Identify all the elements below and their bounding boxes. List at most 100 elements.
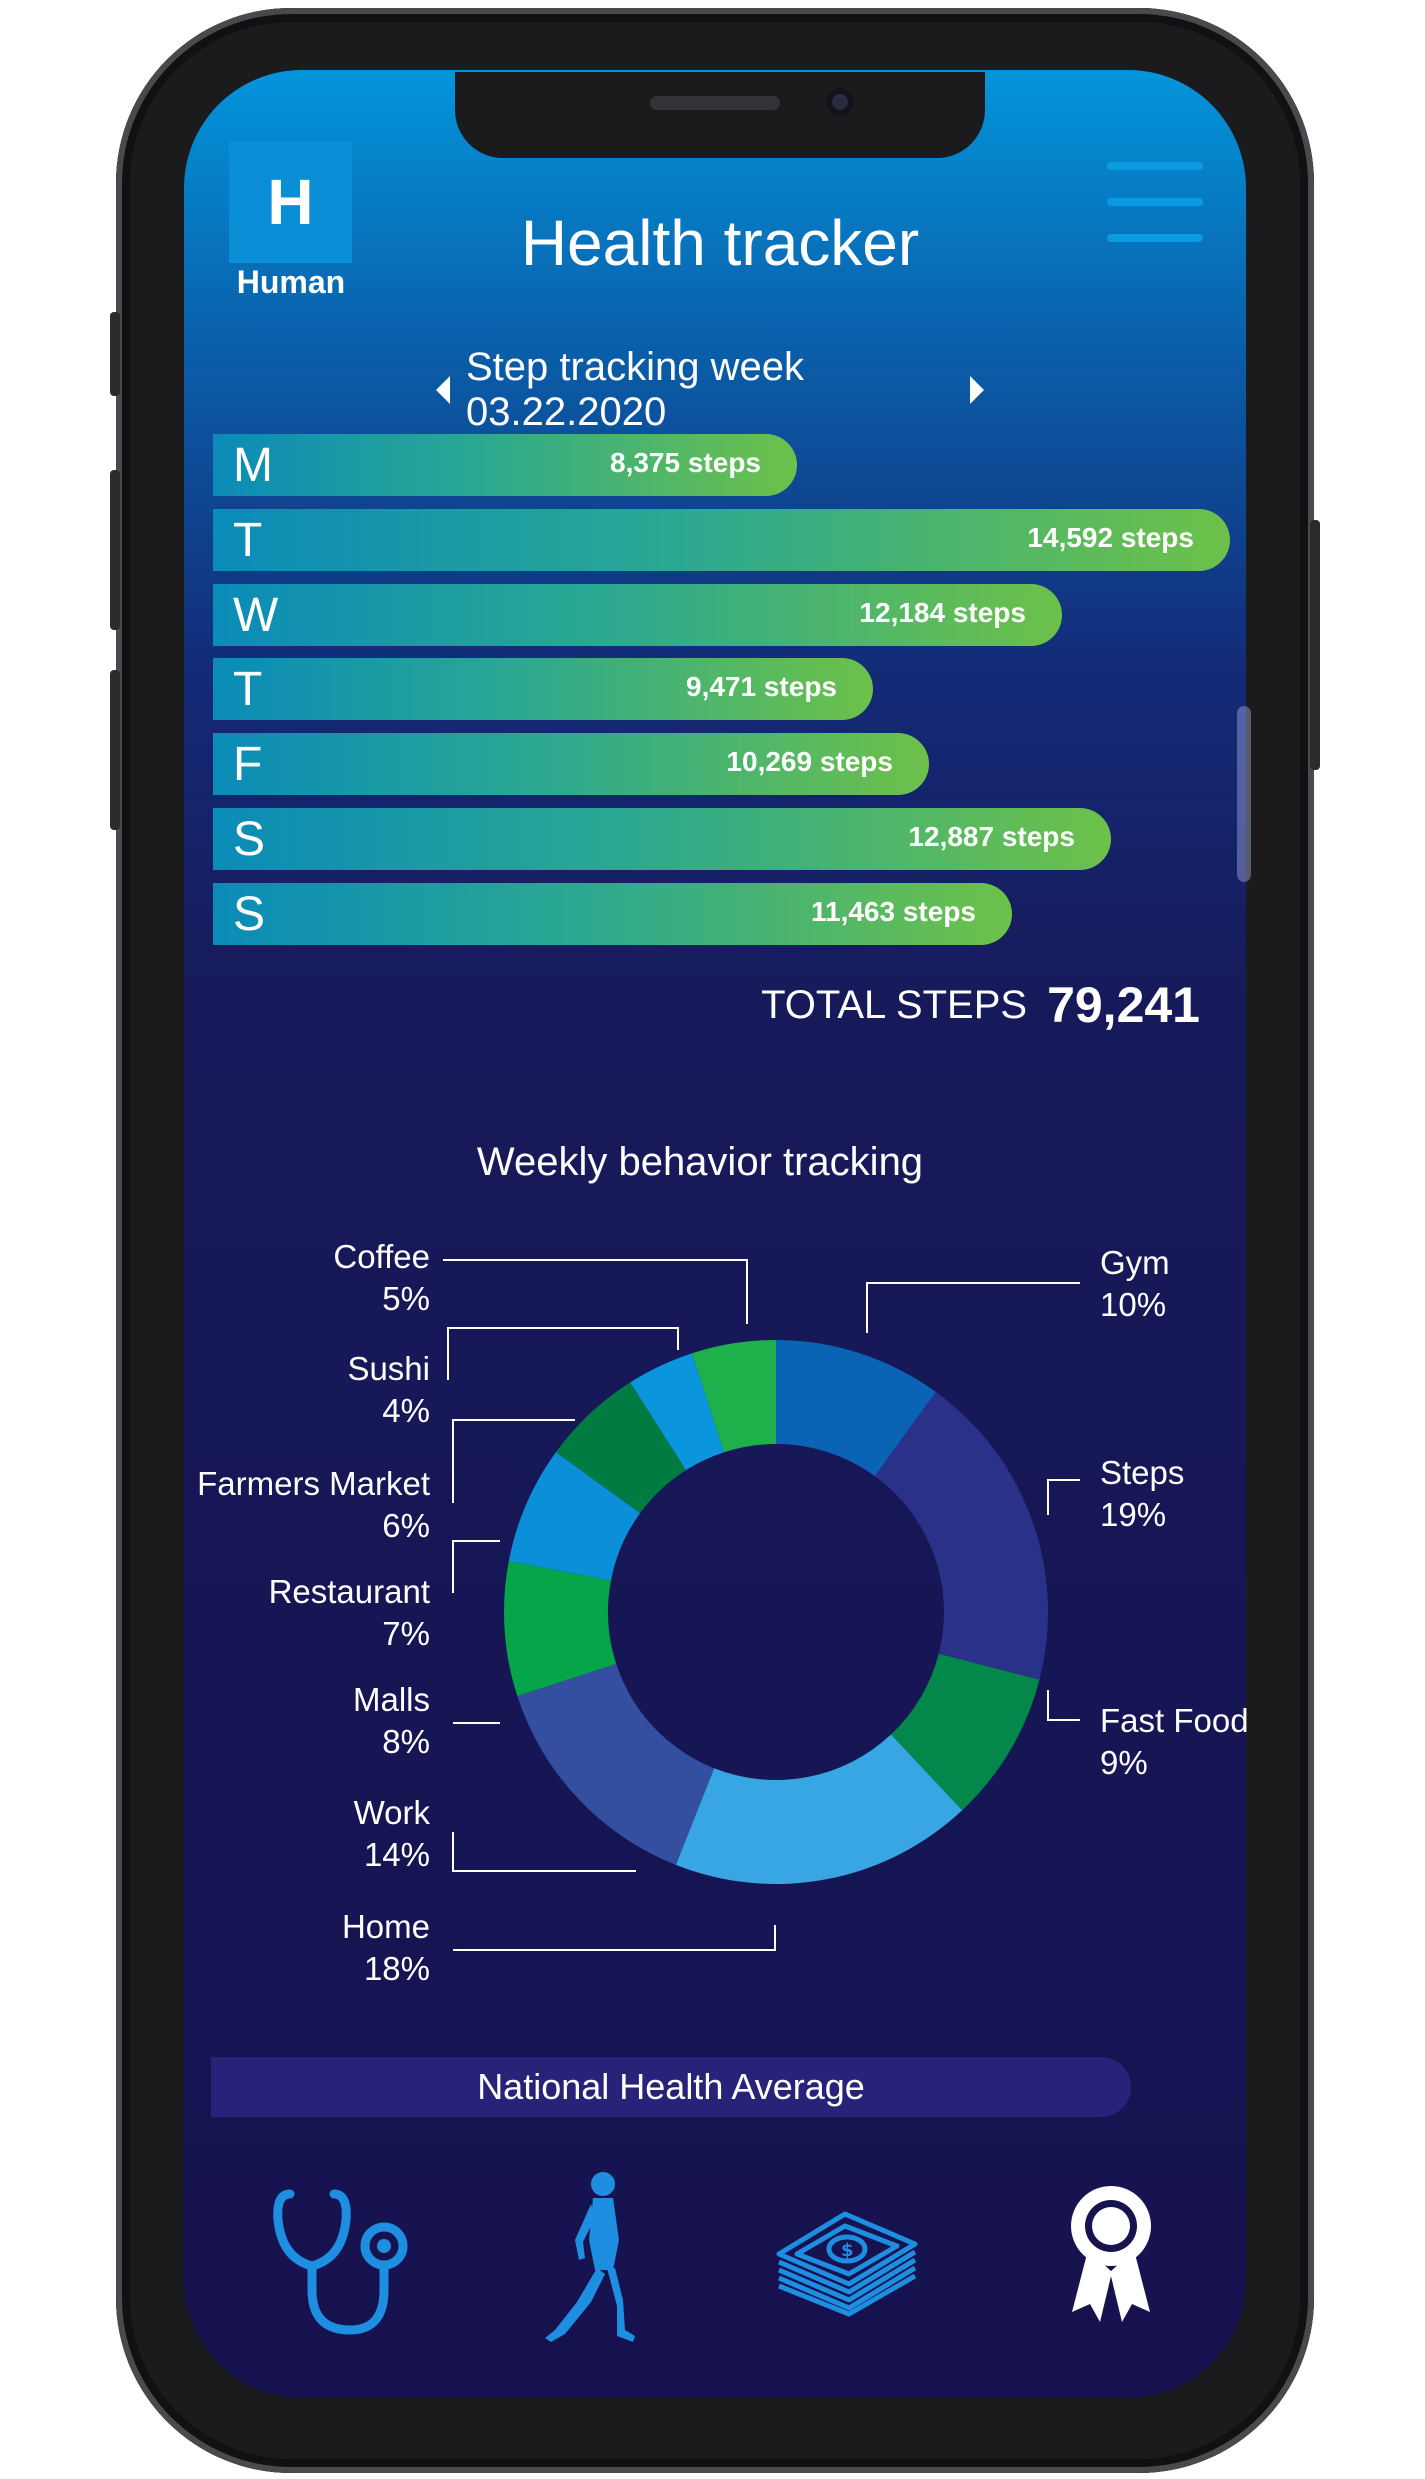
total-steps: TOTAL STEPS 79,241 — [700, 976, 1200, 1034]
segment-name: Coffee — [333, 1238, 430, 1275]
label-work: Work 14% — [200, 1792, 430, 1876]
brand-name: Human — [236, 264, 346, 300]
step-count-label: 10,269 steps — [726, 746, 893, 778]
step-count-label: 9,471 steps — [686, 671, 837, 703]
day-label: F — [233, 738, 263, 792]
total-steps-label: TOTAL STEPS — [761, 982, 1028, 1027]
hamburger-menu-icon[interactable] — [1107, 160, 1203, 244]
label-home: Home 18% — [200, 1906, 430, 1990]
notch — [455, 72, 985, 158]
leader-line-steps — [1047, 1479, 1080, 1515]
day-label: W — [233, 588, 279, 642]
volume-up-button — [110, 470, 120, 630]
logo-letter: H — [267, 166, 314, 238]
segment-percent: 10% — [1100, 1286, 1167, 1323]
step-count-label: 14,592 steps — [1027, 521, 1194, 553]
scrollbar[interactable] — [1237, 706, 1251, 882]
donut-segment-home — [675, 1734, 963, 1884]
segment-name: Gym — [1100, 1244, 1170, 1281]
speaker — [650, 96, 780, 110]
leader-line-home — [453, 1925, 776, 1951]
day-label: T — [233, 513, 263, 567]
segment-name: Restaurant — [268, 1573, 430, 1610]
step-bar: M 8,375 steps — [213, 434, 797, 496]
step-bar: T 14,592 steps — [213, 508, 1230, 571]
step-bar: S 12,887 steps — [213, 808, 1111, 870]
donut-segment-farmers-market — [555, 1382, 686, 1514]
donut-segment-gym — [776, 1340, 936, 1477]
segment-name: Farmers Market — [197, 1465, 430, 1502]
segment-percent: 7% — [382, 1615, 430, 1652]
segment-percent: 8% — [382, 1723, 430, 1760]
day-label: S — [233, 813, 266, 866]
week-selector: Step tracking week 03.22.2020 — [420, 345, 1000, 434]
step-count-label: 11,463 steps — [810, 895, 976, 927]
segment-name: Steps — [1100, 1454, 1185, 1491]
caret-right-icon[interactable] — [970, 376, 984, 404]
label-steps: Steps 19% — [1100, 1452, 1184, 1536]
week-label: Step tracking week 03.22.2020 — [466, 345, 804, 434]
segment-percent: 9% — [1100, 1744, 1148, 1781]
segment-name: Sushi — [347, 1350, 430, 1387]
leader-line-restaurant — [452, 1540, 500, 1593]
donut-segments — [503, 1340, 1048, 1884]
day-label: S — [233, 887, 266, 941]
donut-segment-coffee — [691, 1340, 776, 1453]
leader-line-fast-food — [1047, 1690, 1080, 1721]
leader-line-coffee — [443, 1259, 748, 1324]
money-stack-icon[interactable]: $ — [775, 2192, 920, 2317]
donut-segment-fast-food — [891, 1653, 1040, 1811]
caret-left-icon[interactable] — [436, 376, 450, 404]
award-ribbon-icon[interactable] — [1066, 2180, 1156, 2330]
label-coffee: Coffee 5% — [200, 1236, 430, 1320]
segment-percent: 14% — [363, 1836, 430, 1873]
leader-line-farmers-market — [452, 1419, 575, 1503]
segment-percent: 6% — [382, 1507, 430, 1544]
page-title: Health tracker — [520, 207, 920, 279]
segment-name: Work — [353, 1794, 430, 1831]
label-restaurant: Restaurant 7% — [200, 1571, 430, 1655]
donut-segment-work — [517, 1663, 715, 1865]
donut-segment-steps — [874, 1391, 1048, 1680]
step-count-label: 12,184 steps — [859, 596, 1026, 628]
behavior-title: Weekly behavior tracking — [476, 1140, 924, 1184]
segment-percent: 5% — [382, 1280, 430, 1317]
stethoscope-icon[interactable] — [272, 2180, 412, 2340]
step-count-label: 8,375 steps — [610, 447, 761, 478]
app-logo[interactable]: H — [229, 141, 352, 263]
label-sushi: Sushi 4% — [200, 1348, 430, 1432]
segment-percent: 19% — [1100, 1496, 1167, 1533]
donut-segment-malls — [503, 1561, 617, 1697]
label-fast-food: Fast Food 9% — [1100, 1700, 1249, 1784]
step-count-label: 12,887 steps — [908, 821, 1075, 852]
power-button — [1310, 520, 1320, 770]
leader-line-gym — [866, 1282, 1080, 1333]
step-bar: S 11,463 steps — [213, 882, 1012, 945]
svg-text:$: $ — [841, 2240, 854, 2261]
donut-segment-sushi — [630, 1353, 725, 1471]
segment-percent: 4% — [382, 1392, 430, 1429]
segment-name: Malls — [352, 1681, 430, 1718]
walking-person-icon[interactable] — [535, 2170, 645, 2345]
front-camera — [826, 88, 854, 116]
day-label: T — [233, 663, 263, 717]
national-health-average-button[interactable]: National Health Average — [211, 2057, 1131, 2117]
side-button — [110, 312, 120, 396]
label-malls: Malls 8% — [200, 1679, 430, 1763]
label-gym: Gym 10% — [1100, 1242, 1170, 1326]
leader-line-sushi — [447, 1327, 679, 1380]
step-bar: F 10,269 steps — [213, 733, 929, 796]
total-steps-value: 79,241 — [1047, 977, 1200, 1033]
donut-segment-restaurant — [508, 1452, 641, 1581]
segment-name: Fast Food — [1100, 1702, 1249, 1739]
day-label: M — [233, 439, 273, 492]
leader-lines — [443, 1259, 1080, 1951]
volume-down-button — [110, 670, 120, 830]
label-farmers-market: Farmers Market 6% — [150, 1463, 430, 1547]
segment-percent: 18% — [363, 1950, 430, 1987]
step-bar: T 9,471 steps — [213, 658, 873, 721]
segment-name: Home — [341, 1908, 430, 1945]
leader-line-work — [452, 1832, 636, 1872]
step-bar: W 12,184 steps — [213, 583, 1062, 646]
